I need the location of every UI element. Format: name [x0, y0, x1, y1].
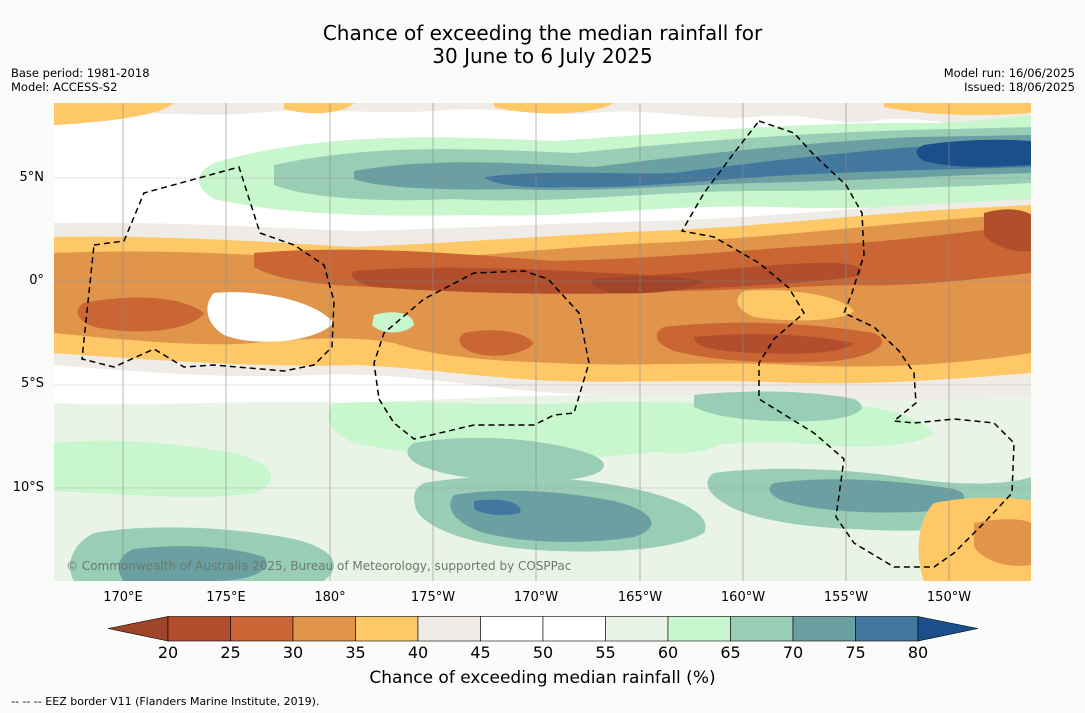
lon-label-155w: 155°W — [823, 590, 869, 605]
colorbar-tick-label: 75 — [845, 643, 866, 662]
base-period: Base period: 1981-2018 — [11, 66, 150, 80]
colorbar — [108, 616, 978, 642]
lon-label-170e: 170°E — [103, 590, 143, 605]
contour-north-wet-band — [199, 115, 1031, 216]
colorbar-cell — [355, 616, 419, 642]
colorbar-cells — [108, 616, 978, 642]
lon-label-175e: 175°E — [206, 590, 246, 605]
map-gridlines — [54, 103, 1031, 581]
issued-date: Issued: 18/06/2025 — [964, 80, 1075, 94]
contour-north-edge — [54, 103, 1031, 126]
contour-equatorial-dry-band — [54, 199, 1031, 403]
colorbar-cell — [667, 616, 731, 642]
map-canvas — [54, 103, 1031, 581]
colorbar-cell — [292, 616, 356, 642]
colorbar-tick-label: 70 — [782, 643, 804, 662]
lat-label-0: 0° — [29, 273, 44, 288]
colorbar-tick-label: 65 — [720, 643, 741, 662]
lon-label-180: 180° — [314, 590, 346, 605]
colorbar-cell — [792, 616, 856, 642]
colorbar-tick-label: 50 — [532, 643, 554, 662]
metadata-right: Model run: 16/06/2025 Issued: 18/06/2025 — [944, 66, 1075, 94]
colorbar-cell — [167, 616, 231, 642]
colorbar-arrow-high — [917, 616, 978, 642]
lon-label-175w: 175°W — [410, 590, 456, 605]
colorbar-cell — [542, 616, 606, 642]
model-run-date: Model run: 16/06/2025 — [943, 66, 1075, 80]
lat-label-10s: 10°S — [12, 480, 44, 495]
colorbar-cell — [230, 616, 294, 642]
colorbar-tick-label: 40 — [407, 643, 429, 662]
colorbar-tick-label: 80 — [907, 643, 929, 662]
eez-borders — [81, 120, 1015, 568]
lon-label-165w: 165°W — [617, 590, 663, 605]
colorbar-tick-label: 55 — [595, 643, 616, 662]
colorbar-cell — [730, 616, 794, 642]
map-title-line-1: Chance of exceeding the median rainfall … — [322, 21, 763, 45]
colorbar-tick-label: 60 — [657, 643, 679, 662]
colorbar-tick-label: 35 — [345, 643, 366, 662]
colorbar-cell — [605, 616, 669, 642]
contour-south-wet-areas — [54, 391, 1031, 581]
colorbar-cell — [417, 616, 481, 642]
eez-legend-note: -- -- -- EEZ border V11 (Flanders Marine… — [11, 695, 320, 708]
lat-label-5s: 5°S — [20, 376, 44, 391]
metadata-left: Base period: 1981-2018 Model: ACCESS-S2 — [11, 66, 150, 94]
rainfall-map — [54, 103, 1031, 581]
colorbar-tick-label: 25 — [220, 643, 241, 662]
colorbar-cell — [855, 616, 919, 642]
colorbar-cell — [480, 616, 544, 642]
colorbar-title: Chance of exceeding median rainfall (%) — [369, 668, 716, 688]
lat-label-5n: 5°N — [19, 170, 45, 185]
model-name: Model: ACCESS-S2 — [11, 80, 118, 94]
colorbar-tick-label: 30 — [282, 643, 304, 662]
copyright-notice: © Commonwealth of Australia 2025, Bureau… — [66, 559, 572, 573]
colorbar-tick-label: 20 — [157, 643, 179, 662]
colorbar-tick-label: 45 — [470, 643, 491, 662]
lon-label-170w: 170°W — [513, 590, 559, 605]
lon-label-150w: 150°W — [926, 590, 972, 605]
map-title-line-2: 30 June to 6 July 2025 — [432, 44, 653, 68]
lon-label-160w: 160°W — [720, 590, 766, 605]
colorbar-arrow-low — [108, 616, 169, 642]
